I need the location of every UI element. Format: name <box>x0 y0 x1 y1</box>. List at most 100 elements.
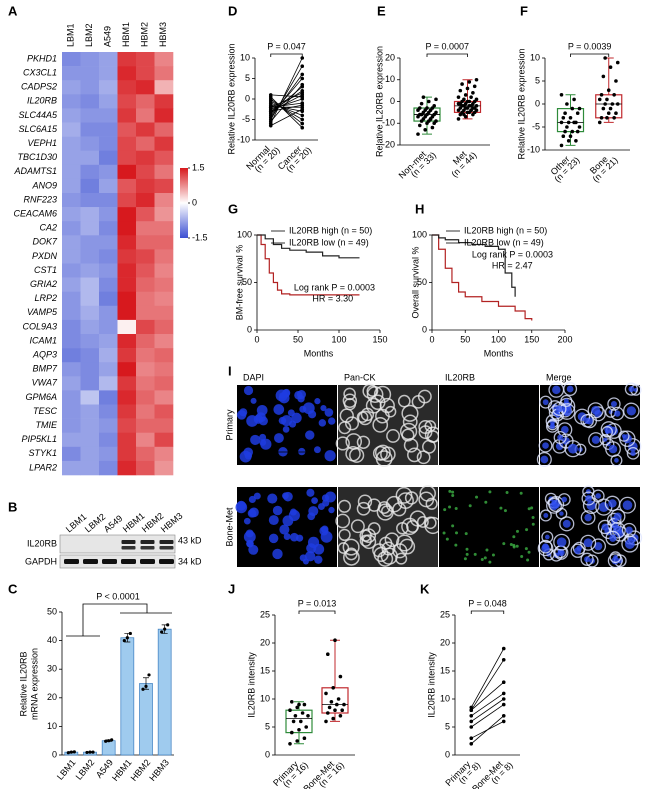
cell-outline <box>386 429 400 443</box>
data-point <box>338 674 343 679</box>
nucleus <box>584 513 592 522</box>
data-point <box>474 97 479 102</box>
survival-curve <box>257 234 360 259</box>
cell-outline <box>357 494 373 509</box>
color-tick-label: 0 <box>192 197 197 207</box>
heat-cell <box>117 305 137 321</box>
cell-outline <box>366 385 379 397</box>
data-point <box>329 700 334 704</box>
heat-cell <box>154 418 174 433</box>
heat-cell <box>80 319 100 335</box>
nucleus <box>614 458 619 463</box>
data-point <box>300 121 305 126</box>
pair-line <box>270 57 303 124</box>
blot-panel <box>59 534 176 554</box>
nucleus <box>272 505 283 516</box>
y-tick-label: 100 <box>237 229 252 239</box>
column-label: HBM1 <box>121 22 131 47</box>
nucleus <box>311 497 318 505</box>
cell-outline <box>601 426 613 438</box>
annotation: HR = 2.47 <box>492 260 533 270</box>
color-bar <box>180 168 188 238</box>
row-label: CA2 <box>39 223 57 233</box>
signal <box>465 552 469 556</box>
signal <box>451 494 455 498</box>
cell-outline <box>397 394 411 408</box>
cell-outline <box>570 543 585 558</box>
nucleus <box>622 500 633 511</box>
nucleus <box>542 442 549 449</box>
y-tick-label: 50 <box>417 277 427 287</box>
cell-outline <box>407 447 422 463</box>
signal <box>491 553 495 557</box>
signal <box>505 491 509 495</box>
nucleus <box>279 524 290 535</box>
y-tick-label: 10 <box>440 693 450 703</box>
heat-cell <box>99 52 118 67</box>
row-label: SLC44A5 <box>18 110 58 120</box>
cell-outline <box>350 519 365 534</box>
heat-cell <box>117 136 137 151</box>
heat-cell <box>136 418 155 433</box>
data-point <box>597 120 602 125</box>
column-label: Merge <box>546 372 572 382</box>
data-point <box>469 736 474 740</box>
nucleus <box>244 451 253 460</box>
heat-cell <box>99 80 118 95</box>
heat-cell <box>117 418 137 433</box>
nucleus <box>550 422 555 427</box>
nucleus <box>282 492 289 500</box>
cell-outline <box>343 548 360 566</box>
column-label: LBM1 <box>66 23 76 47</box>
y-tick-label: 25 <box>440 609 450 619</box>
heat-cell <box>80 432 100 448</box>
data-point <box>338 714 343 718</box>
row-label: STYK1 <box>28 448 57 458</box>
pair-line <box>471 704 504 728</box>
signal <box>488 560 492 564</box>
heat-cell <box>99 432 118 448</box>
nucleus <box>585 495 592 502</box>
y-axis-label: mRNA expression <box>29 648 39 720</box>
nucleus <box>626 406 636 416</box>
blot-band <box>159 540 174 544</box>
data-point <box>290 730 294 735</box>
signal <box>531 522 535 526</box>
x-axis-label: Months <box>484 348 514 358</box>
heat-cell <box>136 122 155 137</box>
pair-line <box>270 108 303 127</box>
nucleus <box>574 547 582 555</box>
y-axis-label: IL20RB intensity <box>246 652 256 718</box>
nucleus <box>605 429 610 434</box>
pair-line <box>470 659 505 711</box>
heat-cell <box>99 150 118 166</box>
heat-cell <box>136 207 155 222</box>
blot-band <box>140 546 155 550</box>
nucleus <box>306 543 317 554</box>
annotation: Log rank P = 0.0003 <box>472 249 553 259</box>
data-point <box>300 76 305 81</box>
cell-outline <box>360 407 375 422</box>
data-point <box>472 84 477 89</box>
cell-outline <box>361 534 377 550</box>
cell-outline <box>546 497 562 514</box>
data-point <box>614 79 618 83</box>
data-point <box>456 95 461 99</box>
box-whisker <box>565 94 576 146</box>
nucleus <box>268 533 279 544</box>
heat-cell <box>136 249 155 264</box>
nucleus <box>268 515 279 526</box>
nucleus <box>557 549 565 557</box>
heat-cell <box>154 390 174 405</box>
heat-cell <box>80 66 100 81</box>
p-bracket <box>470 610 505 614</box>
heat-cell <box>136 136 155 151</box>
data-point <box>568 116 573 120</box>
cell-outline <box>548 496 565 513</box>
column-label: DAPI <box>243 372 264 382</box>
nucleus <box>544 534 550 540</box>
heat-cell <box>136 362 155 377</box>
y-tick-label: 20 <box>47 692 57 702</box>
heat-cell <box>136 150 155 166</box>
cell-outline <box>399 422 418 441</box>
